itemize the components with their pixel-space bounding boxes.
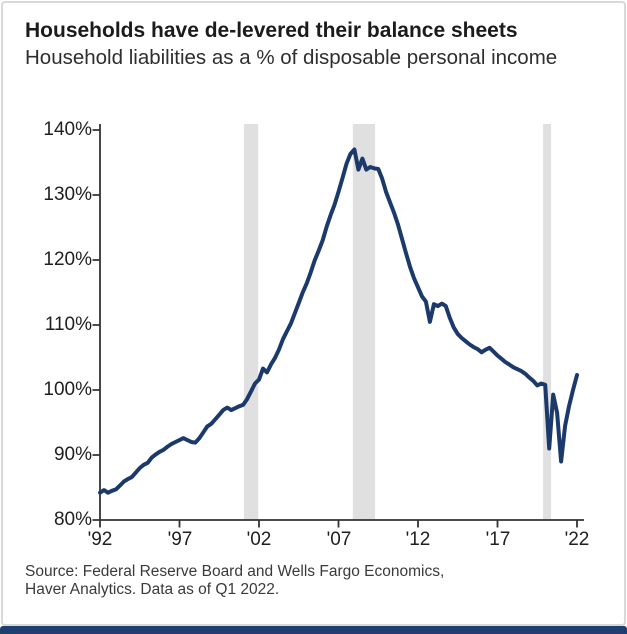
- y-tick-label-130: 130%: [43, 184, 92, 205]
- source-line-1: Source: Federal Reserve Board and Wells …: [25, 563, 445, 580]
- y-tick-label-80: 80%: [53, 509, 92, 530]
- x-tick-label-17: '17: [485, 529, 511, 550]
- y-tick-label-120: 120%: [43, 249, 92, 270]
- chart-axes: [92, 124, 584, 528]
- x-tick-label-07: '07: [326, 529, 352, 550]
- recession-shading-bands: [243, 124, 552, 520]
- liabilities-line-series: [98, 147, 579, 495]
- source-note: Source: Federal Reserve Board and Wells …: [25, 563, 585, 599]
- y-tick-label-100: 100%: [43, 379, 92, 400]
- chart-title: Households have de-levered their balance…: [25, 19, 518, 42]
- x-tick-label-92: '92: [87, 529, 113, 550]
- source-line-2: Haver Analytics. Data as of Q1 2022.: [25, 581, 280, 598]
- y-tick-label-140: 140%: [43, 119, 92, 140]
- x-tick-label-02: '02: [246, 529, 272, 550]
- bottom-accent-bar: [0, 626, 627, 634]
- x-tick-label-22: '22: [564, 529, 590, 550]
- x-tick-label-12: '12: [405, 529, 431, 550]
- y-tick-label-90: 90%: [53, 444, 92, 465]
- chart-subtitle: Household liabilities as a % of disposab…: [25, 46, 558, 69]
- x-tick-label-97: '97: [167, 529, 193, 550]
- y-tick-label-110: 110%: [44, 314, 92, 335]
